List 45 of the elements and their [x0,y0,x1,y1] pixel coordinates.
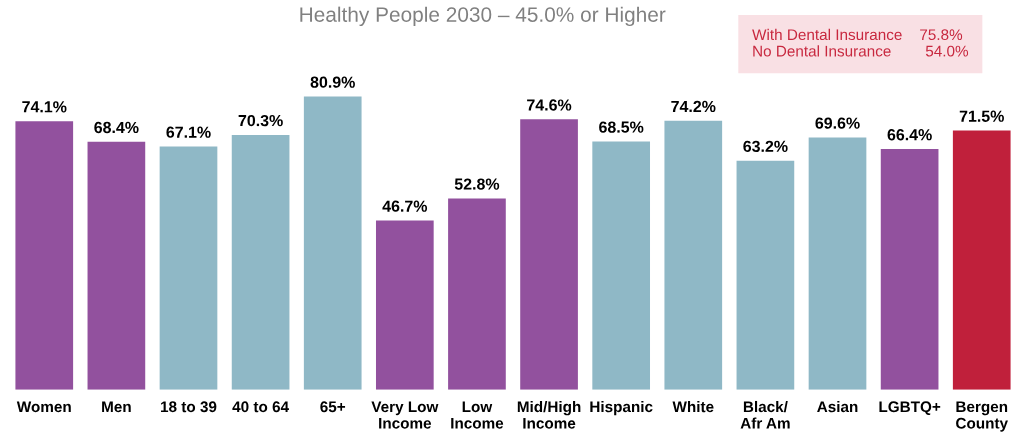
data-label: 68.5% [599,121,644,133]
data-label: 67.1% [166,126,211,138]
bar [664,120,723,390]
bar [736,160,795,390]
data-label: 74.2% [671,100,716,113]
bar [303,96,362,390]
data-label: 66.4% [887,129,932,141]
x-tick-label: Hispanic [590,400,653,416]
x-tick-label: Very Low Income [371,401,439,429]
x-tick-label: White [672,400,714,413]
data-label: 52.8% [454,178,500,190]
text: With Dental Insurance 75.8% [752,28,963,41]
x-tick-label: Mid/High Income [517,400,581,429]
data-label: 68.4% [94,121,139,134]
bar [592,141,651,390]
bar [231,134,290,390]
chart-title: Healthy People 2030 – 45.0% or Higher [300,6,666,27]
data-label: 70.3% [238,114,283,127]
x-tick-label: Low Income [451,401,504,429]
bar [87,141,146,390]
data-label: 80.9% [310,76,355,88]
bar [880,149,939,390]
bar [448,198,506,390]
x-tick-label: Men [102,401,131,413]
x-tick-label: 65+ [320,401,346,413]
bar [520,119,578,390]
x-tick-label: 18 to 39 [161,401,217,413]
x-tick-label: 40 to 64 [232,401,289,413]
data-label: 46.7% [382,200,428,212]
bar [808,137,867,390]
x-tick-label: Women [16,401,71,413]
data-label: 69.6% [815,117,860,129]
bar [375,220,434,390]
text: No Dental Insurance 54.0% [753,45,969,57]
x-tick-label: Black/ Afr Am [740,400,790,429]
x-tick-label: LGBTQ+ [879,401,941,416]
bar [159,146,218,390]
bar [952,130,1011,390]
bar [15,121,74,390]
data-label: 74.1% [22,101,67,113]
data-label: 71.5% [959,110,1004,122]
x-tick-label: Asian [817,400,858,413]
x-tick-label: Bergen County [956,401,1008,432]
data-label: 74.6% [527,99,572,111]
data-label: 63.2% [743,140,788,152]
